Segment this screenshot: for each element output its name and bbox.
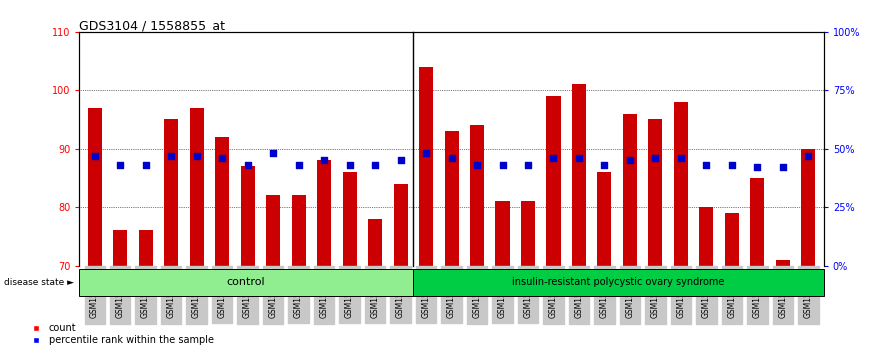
Bar — [266, 195, 280, 266]
Bar — [674, 102, 688, 266]
Point — [87, 153, 101, 159]
Bar — [292, 195, 306, 266]
Text: disease state ►: disease state ► — [4, 278, 74, 287]
Bar — [317, 160, 331, 266]
Point — [776, 165, 790, 170]
Point — [623, 158, 637, 163]
Point — [495, 162, 509, 168]
Bar — [521, 201, 535, 266]
Bar — [189, 108, 204, 266]
Legend: count, percentile rank within the sample: count, percentile rank within the sample — [23, 319, 218, 349]
Point — [343, 162, 357, 168]
Point — [419, 150, 433, 156]
Text: insulin-resistant polycystic ovary syndrome: insulin-resistant polycystic ovary syndr… — [512, 277, 724, 287]
Point — [648, 155, 663, 161]
Bar — [623, 114, 637, 266]
Point — [751, 165, 765, 170]
Point — [138, 162, 152, 168]
Bar — [343, 172, 357, 266]
Bar — [700, 207, 714, 266]
Bar — [419, 67, 433, 266]
Bar — [495, 201, 509, 266]
Point — [164, 153, 178, 159]
Point — [292, 162, 306, 168]
Text: control: control — [226, 277, 265, 287]
Bar — [394, 184, 408, 266]
Bar — [445, 131, 458, 266]
Bar — [751, 178, 765, 266]
Point — [368, 162, 382, 168]
Point — [215, 155, 229, 161]
Point — [700, 162, 714, 168]
Point — [470, 162, 484, 168]
Bar — [470, 125, 484, 266]
Bar — [776, 260, 790, 266]
Point — [597, 162, 611, 168]
Bar — [648, 120, 663, 266]
Bar — [113, 230, 127, 266]
Point — [113, 162, 127, 168]
Point — [572, 155, 586, 161]
Point — [444, 155, 458, 161]
Bar — [215, 137, 229, 266]
Point — [241, 162, 255, 168]
Point — [725, 162, 739, 168]
Point — [189, 153, 204, 159]
Bar — [138, 230, 152, 266]
Point — [546, 155, 560, 161]
Bar — [597, 172, 611, 266]
Point — [674, 155, 688, 161]
Point — [266, 150, 280, 156]
Bar — [368, 219, 382, 266]
Point — [521, 162, 535, 168]
Bar — [802, 149, 816, 266]
Bar — [725, 213, 739, 266]
Point — [802, 153, 816, 159]
Point — [317, 158, 331, 163]
Point — [394, 158, 408, 163]
Bar — [572, 84, 586, 266]
Bar — [87, 108, 101, 266]
Bar — [546, 96, 560, 266]
Bar — [164, 120, 178, 266]
Bar — [241, 166, 255, 266]
Text: GDS3104 / 1558855_at: GDS3104 / 1558855_at — [79, 19, 226, 32]
